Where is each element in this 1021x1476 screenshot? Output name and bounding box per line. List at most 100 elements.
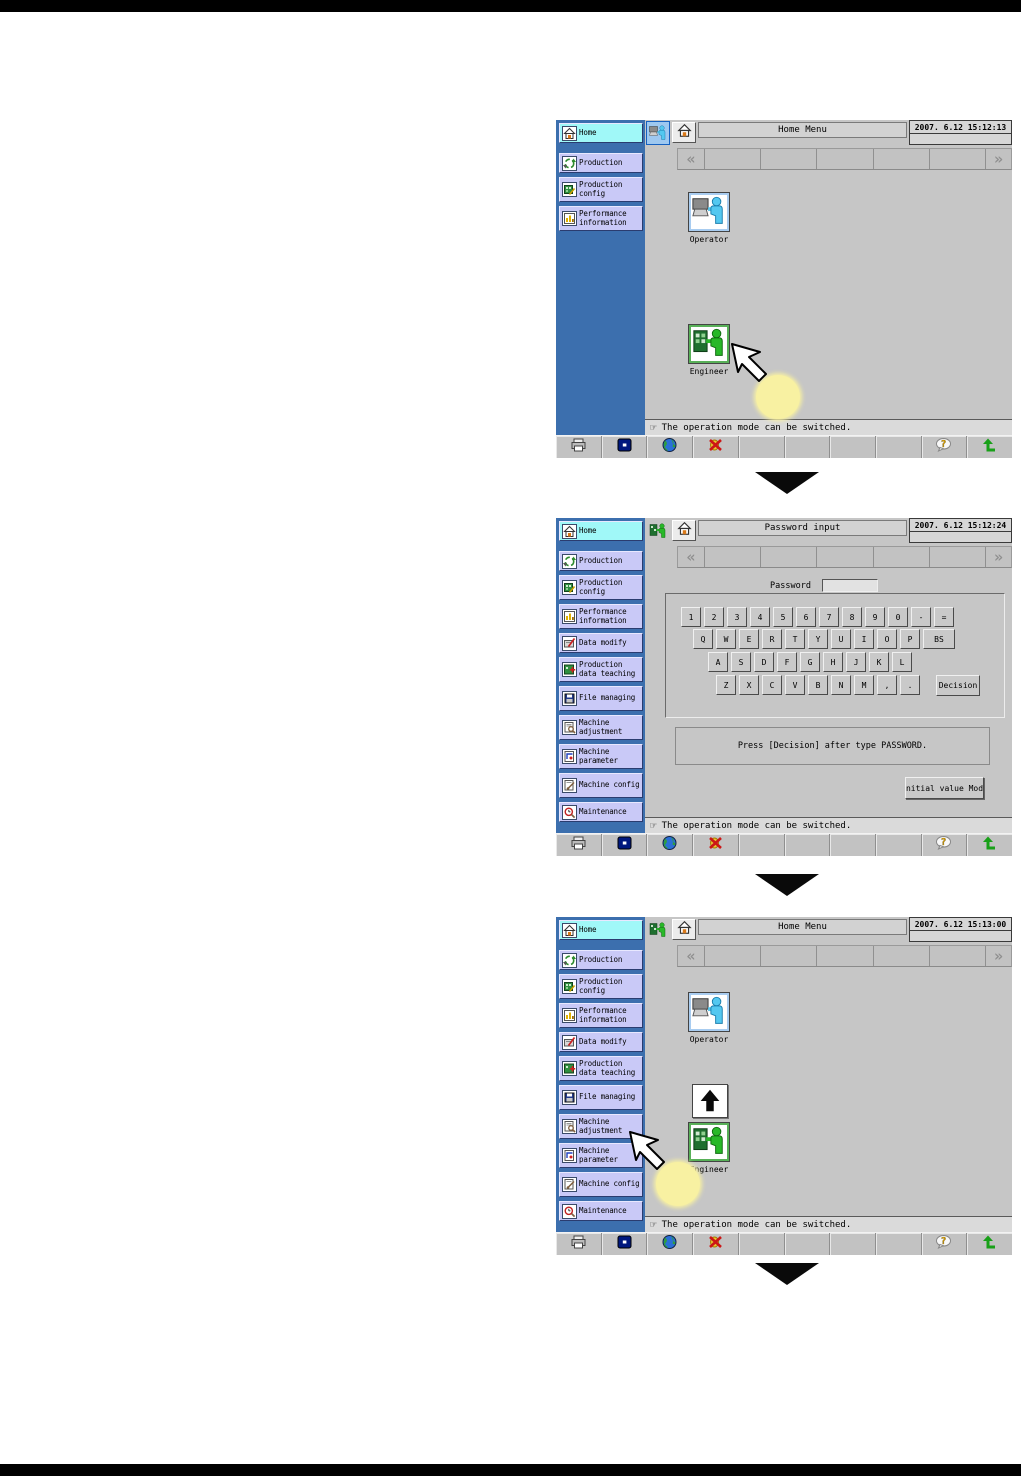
sidebar-item-production[interactable]: Production <box>559 153 643 173</box>
key-9[interactable]: 9 <box>865 607 885 627</box>
page-left-arrow[interactable]: « <box>686 548 696 566</box>
key-n[interactable]: N <box>831 675 851 695</box>
globe-button[interactable] <box>646 1233 692 1255</box>
key-v[interactable]: V <box>785 675 805 695</box>
sidebar-item-performance-information[interactable]: Performance information <box>559 206 643 231</box>
key-d[interactable]: D <box>754 652 774 672</box>
key-m[interactable]: M <box>854 675 874 695</box>
display-button[interactable] <box>600 436 647 458</box>
operator-tile[interactable]: Operator <box>688 192 730 244</box>
key-x[interactable]: X <box>739 675 759 695</box>
globe-button[interactable] <box>646 436 692 458</box>
home-button[interactable] <box>672 122 696 143</box>
sidebar-item-maintenance[interactable]: Maintenance <box>559 1201 643 1221</box>
key-e[interactable]: E <box>739 629 759 649</box>
sidebar-item-machine-config[interactable]: Machine config <box>559 1172 643 1197</box>
key-comma[interactable]: , <box>877 675 897 695</box>
home-button[interactable] <box>672 919 696 940</box>
key-equals[interactable]: = <box>934 607 954 627</box>
sidebar-item-production-config[interactable]: Production config <box>559 177 643 202</box>
page-left-arrow[interactable]: « <box>686 150 696 168</box>
page-right-arrow[interactable]: » <box>985 547 1011 567</box>
key-l[interactable]: L <box>892 652 912 672</box>
key-k[interactable]: K <box>869 652 889 672</box>
return-button[interactable] <box>966 436 1012 458</box>
key-g[interactable]: G <box>800 652 820 672</box>
key-bs[interactable]: BS <box>923 629 955 649</box>
key-r[interactable]: R <box>762 629 782 649</box>
key-period[interactable]: . <box>900 675 920 695</box>
page-right-arrow[interactable]: » <box>985 149 1011 169</box>
page-left-arrow[interactable]: « <box>686 947 696 965</box>
sidebar-item-maintenance[interactable]: Maintenance <box>559 802 643 822</box>
help-button[interactable]: ? <box>920 1233 967 1255</box>
key-t[interactable]: T <box>785 629 805 649</box>
sidebar-item-machine-config[interactable]: Machine config <box>559 773 643 798</box>
sidebar-item-production-config[interactable]: Production config <box>559 575 643 600</box>
key-5[interactable]: 5 <box>773 607 793 627</box>
key-u[interactable]: U <box>831 629 851 649</box>
sidebar-item-production-data-teaching[interactable]: Production data teaching <box>559 1056 643 1081</box>
sidebar-item-file-managing[interactable]: File managing <box>559 686 643 711</box>
key-b[interactable]: B <box>808 675 828 695</box>
key-8[interactable]: 8 <box>842 607 862 627</box>
sidebar-item-data-modify[interactable]: Data modify <box>559 633 643 653</box>
display-button[interactable] <box>600 834 647 856</box>
decision-key[interactable]: Decision <box>936 675 980 696</box>
key-y[interactable]: Y <box>808 629 828 649</box>
key-j[interactable]: J <box>846 652 866 672</box>
key-a[interactable]: A <box>708 652 728 672</box>
key-6[interactable]: 6 <box>796 607 816 627</box>
page-right-arrow[interactable]: » <box>985 946 1011 966</box>
initial-value-mod-button[interactable]: nitial value Mod <box>905 777 984 799</box>
key-minus[interactable]: - <box>911 607 931 627</box>
buzzer-stop-button[interactable] <box>692 834 738 856</box>
globe-button[interactable] <box>646 834 692 856</box>
key-3[interactable]: 3 <box>727 607 747 627</box>
sidebar-item-machine-adjustment[interactable]: Machine adjustment <box>559 1114 643 1139</box>
return-button[interactable] <box>966 1233 1012 1255</box>
key-z[interactable]: Z <box>716 675 736 695</box>
sidebar-item-machine-parameter[interactable]: Machine parameter <box>559 744 643 769</box>
sidebar-item-production[interactable]: Production <box>559 551 643 571</box>
engineer-tile[interactable]: Engineer <box>688 324 730 376</box>
key-c[interactable]: C <box>762 675 782 695</box>
key-4[interactable]: 4 <box>750 607 770 627</box>
key-s[interactable]: S <box>731 652 751 672</box>
key-2[interactable]: 2 <box>704 607 724 627</box>
sidebar-item-home[interactable]: Home <box>559 920 643 940</box>
key-0[interactable]: 0 <box>888 607 908 627</box>
operator-tile[interactable]: Operator <box>688 992 730 1044</box>
printer-button[interactable] <box>556 834 601 856</box>
buzzer-stop-button[interactable] <box>692 1233 738 1255</box>
sidebar-item-home[interactable]: Home <box>559 521 643 541</box>
sidebar-item-production-data-teaching[interactable]: Production data teaching <box>559 657 643 682</box>
sidebar-item-machine-parameter[interactable]: Machine parameter <box>559 1143 643 1168</box>
sidebar-item-production-config[interactable]: Production config <box>559 974 643 999</box>
help-button[interactable]: ? <box>920 436 967 458</box>
key-1[interactable]: 1 <box>681 607 701 627</box>
sidebar-item-machine-adjustment[interactable]: Machine adjustment <box>559 715 643 740</box>
buzzer-stop-button[interactable] <box>692 436 738 458</box>
sidebar-item-data-modify[interactable]: Data modify <box>559 1032 643 1052</box>
password-input[interactable] <box>822 579 878 592</box>
key-h[interactable]: H <box>823 652 843 672</box>
sidebar-item-home[interactable]: Home <box>559 123 643 143</box>
key-i[interactable]: I <box>854 629 874 649</box>
sidebar-item-performance-information[interactable]: Performance information <box>559 604 643 629</box>
printer-button[interactable] <box>556 1233 601 1255</box>
up-level-tile[interactable] <box>692 1084 734 1118</box>
key-p[interactable]: P <box>900 629 920 649</box>
engineer-tile[interactable]: Engineer <box>688 1122 730 1174</box>
home-button[interactable] <box>672 520 696 541</box>
key-7[interactable]: 7 <box>819 607 839 627</box>
sidebar-item-production[interactable]: Production <box>559 950 643 970</box>
key-q[interactable]: Q <box>693 629 713 649</box>
key-f[interactable]: F <box>777 652 797 672</box>
sidebar-item-performance-information[interactable]: Performance information <box>559 1003 643 1028</box>
help-button[interactable]: ? <box>920 834 967 856</box>
printer-button[interactable] <box>556 436 601 458</box>
sidebar-item-file-managing[interactable]: File managing <box>559 1085 643 1110</box>
return-button[interactable] <box>966 834 1012 856</box>
key-o[interactable]: O <box>877 629 897 649</box>
